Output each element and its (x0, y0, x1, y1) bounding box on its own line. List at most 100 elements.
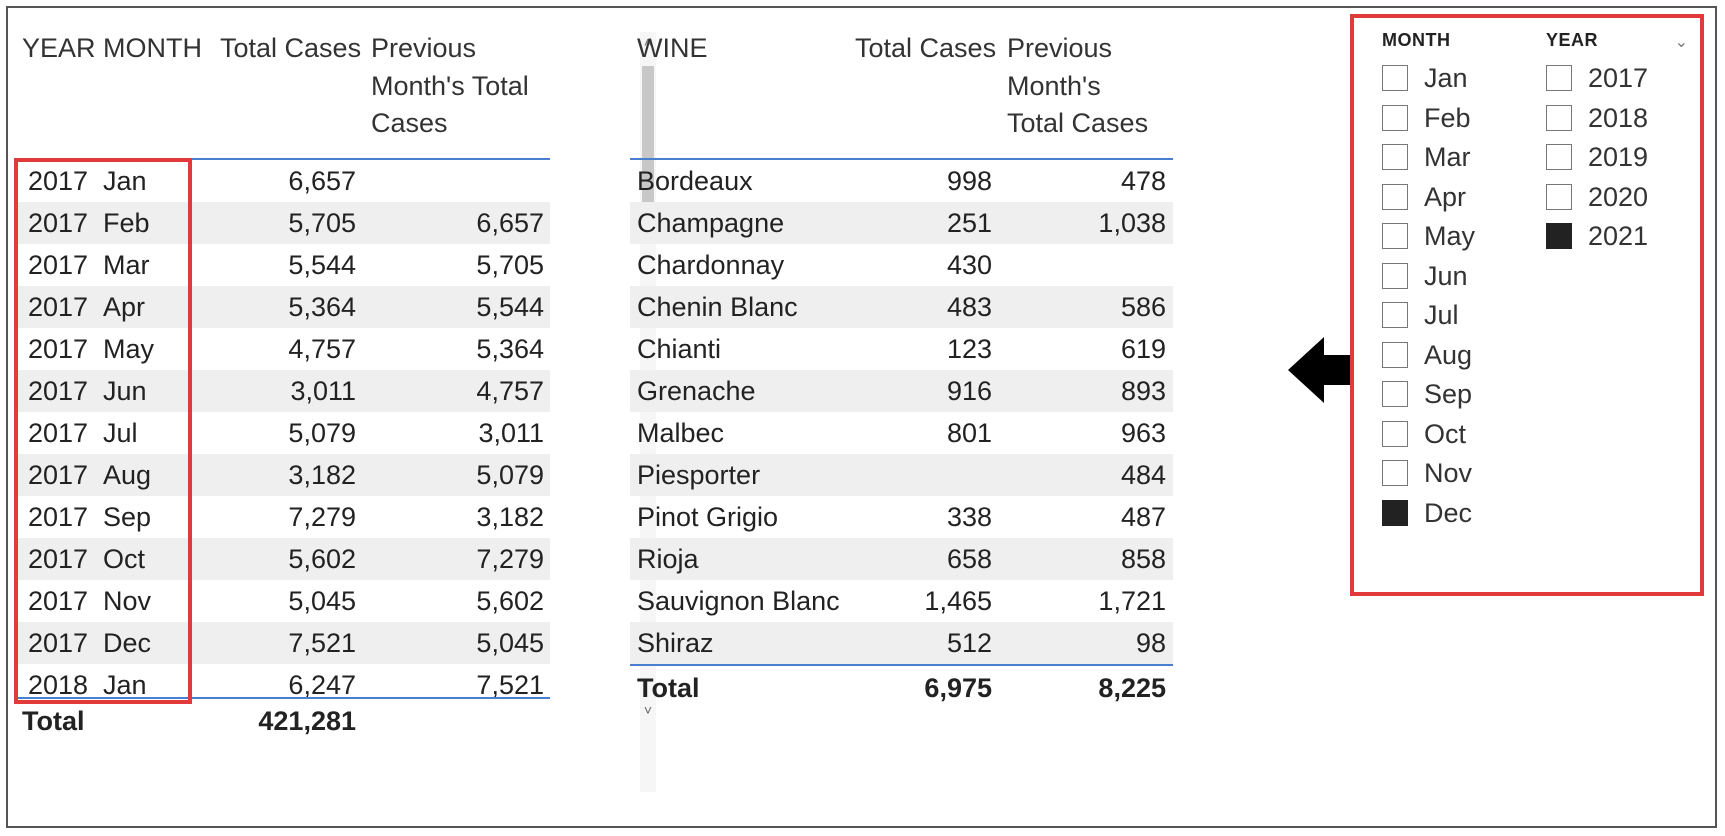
table-row[interactable]: Malbec 801 963 (630, 412, 1173, 454)
col-header-total-cases[interactable]: Total Cases (855, 33, 997, 63)
checkbox-icon[interactable] (1382, 104, 1408, 131)
header-divider (18, 158, 550, 160)
table-row[interactable]: Chianti 123 619 (630, 328, 1173, 370)
table-row[interactable]: Champagne 251 1,038 (630, 202, 1173, 244)
year-option-label: 2020 (1588, 181, 1649, 212)
checkbox-icon[interactable] (1382, 262, 1408, 289)
prev-total-cell: 1,038 (1098, 208, 1166, 238)
table-row[interactable]: Sauvignon Blanc 1,465 1,721 (630, 580, 1173, 622)
prev-total-cell: 858 (1120, 544, 1166, 574)
table-row[interactable]: Bordeaux 998 478 (630, 160, 1173, 202)
month-cell: Jul (103, 418, 138, 448)
total-label: Total (637, 673, 700, 703)
table-row[interactable]: 2017 Dec 7,521 5,045 (18, 622, 550, 664)
table-row[interactable]: Chardonnay 430 (630, 244, 1173, 286)
table-row[interactable]: 2017 Nov 5,045 5,602 (18, 580, 550, 622)
year-cell: 2017 (28, 166, 89, 196)
checkbox-icon[interactable] (1382, 144, 1408, 170)
scroll-up-icon[interactable]: ˄ (643, 34, 653, 50)
checkbox-icon[interactable] (1546, 144, 1572, 170)
total-cases-cell: 801 (946, 418, 992, 448)
total-cases-cell: 123 (946, 334, 992, 364)
year-cell: 2017 (28, 208, 89, 238)
total-divider (630, 664, 1173, 666)
slicer-header-month: MONTH (1382, 30, 1451, 50)
prev-total-cell: 7,521 (476, 670, 544, 700)
month-cell: Jun (103, 376, 147, 406)
total-cases-cell: 5,045 (288, 586, 356, 616)
table-row[interactable]: 2017 Mar 5,544 5,705 (18, 244, 550, 286)
year-cell: 2017 (28, 292, 89, 322)
month-cell: Dec (103, 628, 152, 658)
chevron-down-icon[interactable]: ⌄ (1674, 34, 1688, 51)
col-header-prev-line2[interactable]: Month's Total (371, 71, 529, 101)
col-header-wine[interactable]: WINE (637, 33, 708, 63)
checkbox-icon[interactable] (1546, 183, 1572, 210)
year-cell: 2017 (28, 502, 89, 532)
checkbox-icon[interactable] (1382, 381, 1408, 407)
table-row[interactable]: Piesporter 484 (630, 454, 1173, 496)
col-header-prev-line1[interactable]: Previous (1007, 33, 1113, 63)
prev-total-cell: 5,079 (476, 460, 544, 490)
total-cases-cell: 5,602 (288, 544, 356, 574)
table-row[interactable]: Chenin Blanc 483 586 (630, 286, 1173, 328)
month-option-label: Jun (1424, 260, 1468, 291)
table-row[interactable]: 2017 Sep 7,279 3,182 (18, 496, 550, 538)
month-option-label: Jul (1424, 300, 1459, 330)
checkbox-icon[interactable] (1382, 341, 1408, 368)
checkbox-icon[interactable] (1546, 65, 1572, 91)
table-row[interactable]: 2017 Feb 5,705 6,657 (18, 202, 550, 244)
table-row[interactable]: 2017 Apr 5,364 5,544 (18, 286, 550, 328)
table-row[interactable]: 2018 Jan 6,247 7,521 (18, 664, 550, 706)
col-header-prev-line1[interactable]: Previous (371, 33, 477, 63)
total-cases-cell: 7,279 (288, 502, 356, 532)
total-prev-value: 8,225 (1098, 673, 1166, 703)
col-header-total-cases[interactable]: Total Cases (220, 33, 362, 63)
col-header-prev-line2[interactable]: Month's (1007, 71, 1101, 101)
month-year-slicer: MONTH YEAR ⌄ Jan Feb Mar Apr May Jun Jul Aug Sep… (1350, 14, 1704, 596)
table-row[interactable]: Grenache 916 893 (630, 370, 1173, 412)
checkbox-icon[interactable] (1382, 420, 1408, 447)
total-cases-cell: 916 (946, 376, 992, 406)
table-row[interactable]: 2017 May 4,757 5,364 (18, 328, 550, 370)
table-row[interactable]: 2017 Oct 5,602 7,279 (18, 538, 550, 580)
wine-cell: Rioja (637, 544, 699, 574)
month-cell: Jan (103, 166, 147, 196)
checkbox-icon[interactable] (1382, 183, 1408, 210)
table-row[interactable]: Rioja 658 858 (630, 538, 1173, 580)
total-value: 6,975 (924, 673, 992, 703)
month-option-label: Nov (1424, 458, 1473, 488)
scroll-down-icon[interactable]: ˅ (643, 702, 653, 718)
prev-total-cell: 6,657 (476, 208, 544, 238)
col-header-prev-line3[interactable]: Cases (371, 108, 448, 138)
col-header-year[interactable]: YEAR (22, 33, 96, 63)
month-cell: Aug (103, 460, 152, 490)
checkbox-icon[interactable] (1546, 223, 1572, 249)
prev-total-cell: 5,602 (476, 586, 544, 616)
checkbox-icon[interactable] (1382, 499, 1408, 526)
checkbox-icon[interactable] (1382, 460, 1408, 486)
wine-cell: Sauvignon Blanc (637, 586, 840, 616)
checkbox-icon[interactable] (1546, 104, 1572, 131)
year-cell: 2017 (28, 460, 89, 490)
total-value: 421,281 (258, 706, 356, 736)
table-row[interactable]: Shiraz 512 98 (630, 622, 1173, 664)
table-row[interactable]: 2017 Jul 5,079 3,011 (18, 412, 550, 454)
table-row[interactable]: 2017 Aug 3,182 5,079 (18, 454, 550, 496)
prev-total-cell: 1,721 (1098, 586, 1166, 616)
wine-cell: Shiraz (637, 628, 714, 658)
total-cases-cell: 3,011 (290, 376, 356, 406)
month-option-label: Aug (1424, 339, 1473, 370)
table-row[interactable]: 2017 Jan 6,657 (18, 160, 550, 202)
scrollbar-thumb[interactable] (642, 66, 654, 212)
checkbox-icon[interactable] (1382, 223, 1408, 249)
year-cell: 2017 (28, 334, 89, 364)
prev-total-cell: 3,011 (478, 418, 544, 448)
wine-cell: Pinot Grigio (637, 502, 779, 532)
table-row[interactable]: Pinot Grigio 338 487 (630, 496, 1173, 538)
col-header-month[interactable]: MONTH (103, 33, 202, 63)
checkbox-icon[interactable] (1382, 302, 1408, 328)
checkbox-icon[interactable] (1382, 65, 1408, 91)
table-row[interactable]: 2017 Jun 3,011 4,757 (18, 370, 550, 412)
col-header-prev-line3[interactable]: Total Cases (1007, 108, 1149, 138)
